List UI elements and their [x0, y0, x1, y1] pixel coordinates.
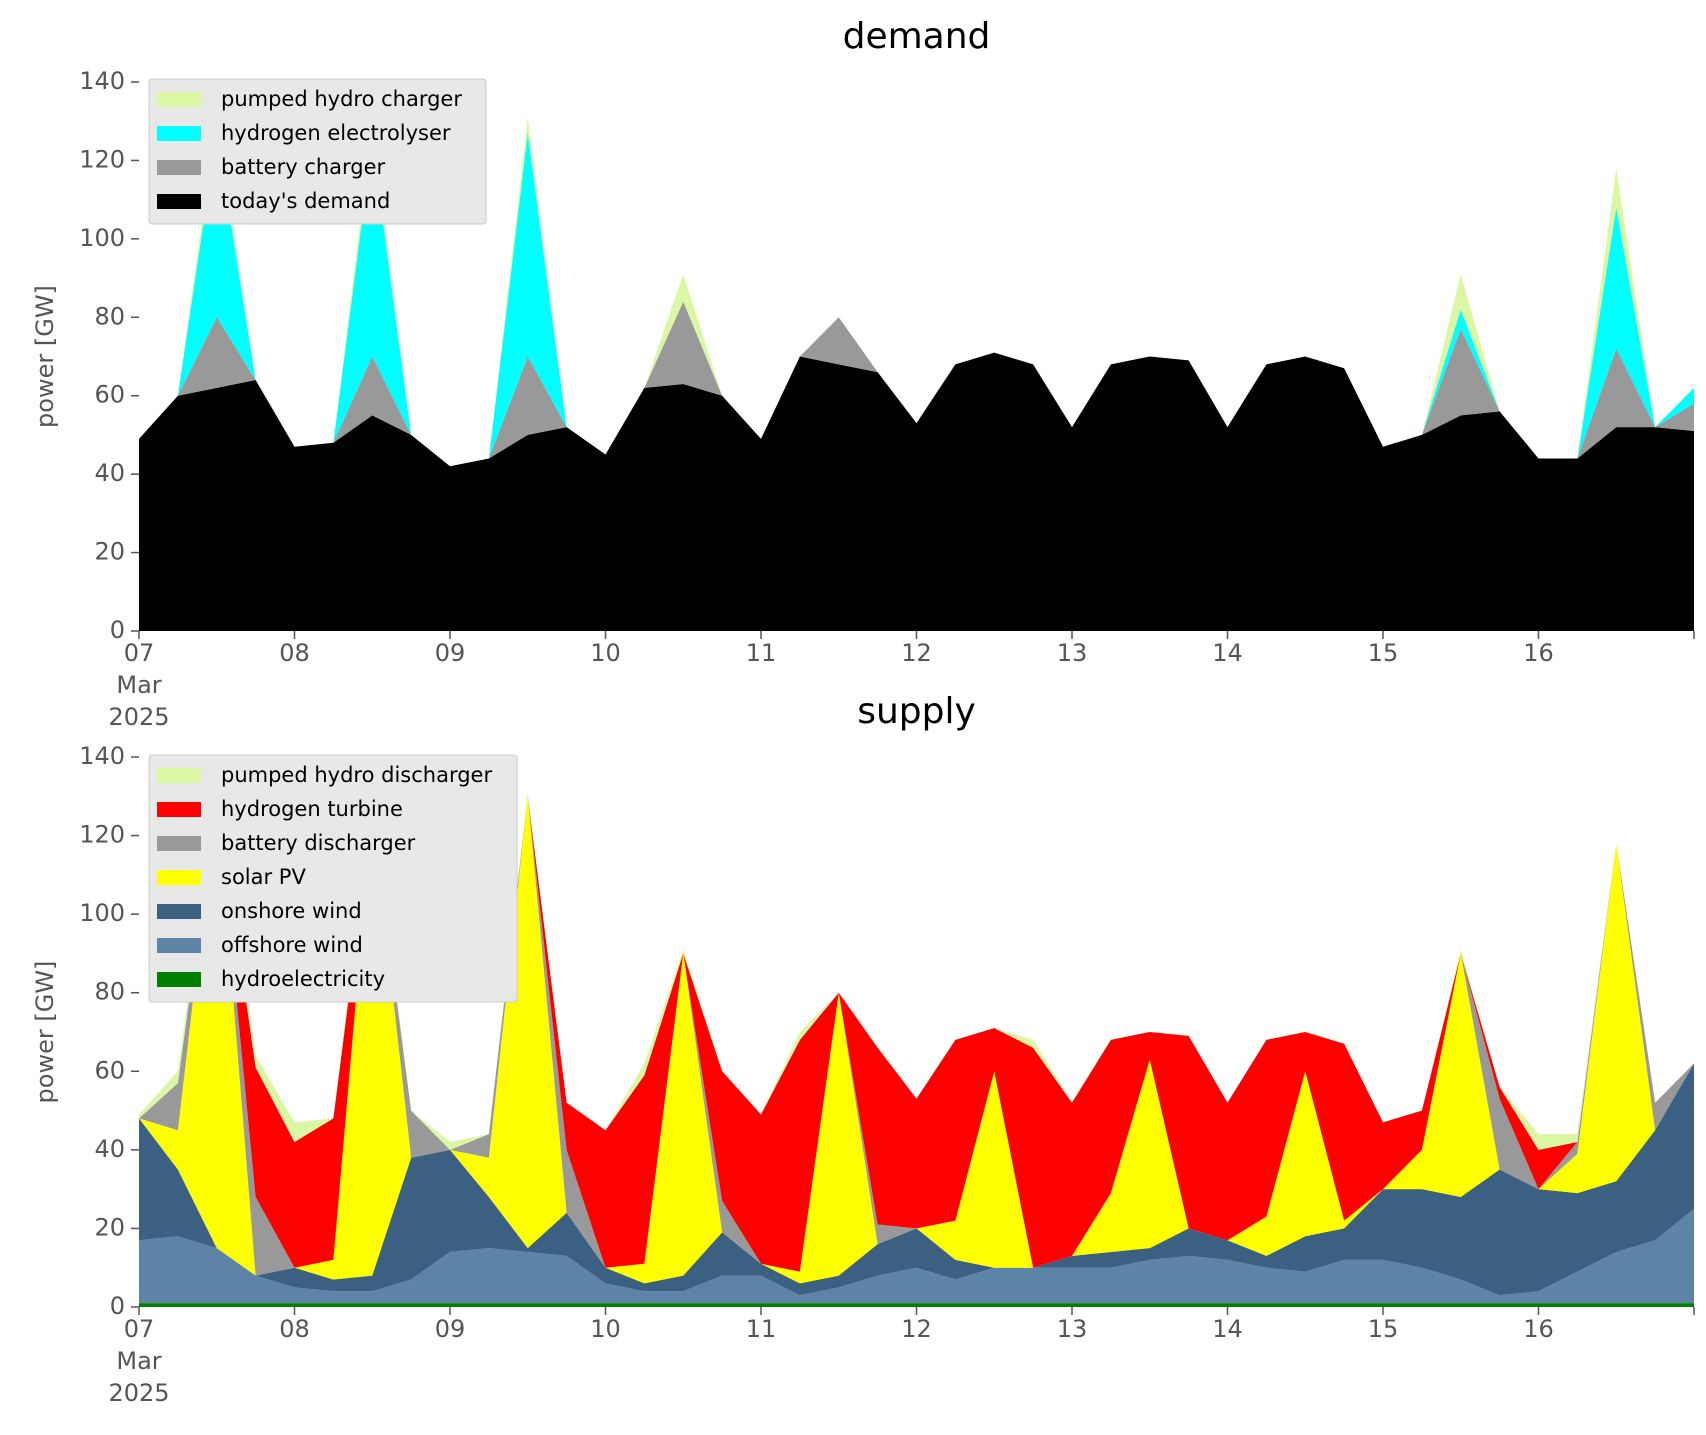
chart-title: demand	[843, 16, 991, 57]
x-tick-label: 13	[1057, 639, 1088, 667]
y-tick-label: 80	[94, 302, 125, 330]
y-tick-label: 120	[79, 821, 125, 849]
legend-swatch	[157, 870, 201, 885]
y-tick-label: 40	[94, 1135, 125, 1163]
area	[139, 301, 1694, 467]
y-tick-label: 100	[79, 224, 125, 252]
x-tick-label: 11	[746, 1315, 777, 1343]
x-tick-label: 09	[435, 639, 466, 667]
legend-label: pumped hydro charger	[221, 87, 462, 111]
x-tick-label: 08	[279, 639, 310, 667]
y-axis-label: power [GW]	[31, 961, 59, 1104]
x-tick-label: 08	[279, 1315, 310, 1343]
y-tick-label: 40	[94, 459, 125, 487]
y-tick-label: 100	[79, 899, 125, 927]
area	[139, 352, 1694, 631]
legend-swatch	[157, 160, 201, 175]
area	[139, 796, 1694, 1284]
area	[139, 1208, 1694, 1304]
x-tick-label: 09	[435, 1315, 466, 1343]
legend-box	[148, 78, 487, 225]
legend-label: hydrogen turbine	[221, 797, 403, 821]
legend-box	[148, 754, 518, 1003]
x-tick-label: 10	[590, 1315, 621, 1343]
chart-title: supply	[857, 691, 976, 732]
x-tick-label: 16	[1523, 639, 1554, 667]
x-tick-label: 14	[1212, 639, 1243, 667]
legend-swatch	[157, 802, 201, 817]
legend-label: onshore wind	[221, 899, 362, 923]
y-tick-label: 20	[94, 1213, 125, 1241]
y-axis-label: power [GW]	[31, 285, 59, 428]
legend-swatch	[157, 768, 201, 783]
x-tick-label: 11	[746, 639, 777, 667]
y-tick-label: 0	[110, 1292, 125, 1320]
y-tick-label: 0	[110, 616, 125, 644]
legend-swatch	[157, 92, 201, 107]
legend-swatch	[157, 972, 201, 987]
legend-label: hydrogen electrolyser	[221, 121, 451, 145]
x-tick-label: 12	[901, 639, 932, 667]
y-tick-label: 120	[79, 145, 125, 173]
area	[139, 1303, 1694, 1307]
area	[139, 1063, 1694, 1296]
legend-label: hydroelectricity	[221, 967, 385, 991]
y-tick-label: 140	[79, 67, 125, 95]
legend-label: battery discharger	[221, 831, 416, 855]
legend-swatch	[157, 938, 201, 953]
legend-swatch	[157, 194, 201, 209]
y-tick-label: 60	[94, 381, 125, 409]
y-tick-label: 80	[94, 978, 125, 1006]
x-tick-label: 10	[590, 639, 621, 667]
area	[139, 796, 1694, 1272]
legend-label: offshore wind	[221, 933, 363, 957]
legend-label: pumped hydro discharger	[221, 763, 492, 787]
y-tick-label: 60	[94, 1056, 125, 1084]
legend-label: today's demand	[221, 189, 390, 213]
x-tick-label: 15	[1368, 1315, 1399, 1343]
legend-label: battery charger	[221, 155, 386, 179]
x-tick-label: 12	[901, 1315, 932, 1343]
legend-swatch	[157, 126, 201, 141]
y-tick-label: 20	[94, 538, 125, 566]
x-tick-label: 14	[1212, 1315, 1243, 1343]
y-tick-label: 140	[79, 742, 125, 770]
legend-label: solar PV	[221, 865, 306, 889]
x-tick-label: 16	[1523, 1315, 1554, 1343]
legend-swatch	[157, 904, 201, 919]
x-tick-label: 07 Mar 2025	[108, 639, 169, 731]
x-tick-label: 15	[1368, 639, 1399, 667]
area	[139, 132, 1694, 467]
legend-swatch	[157, 836, 201, 851]
x-tick-label: 13	[1057, 1315, 1088, 1343]
x-tick-label: 07 Mar 2025	[108, 1315, 169, 1407]
